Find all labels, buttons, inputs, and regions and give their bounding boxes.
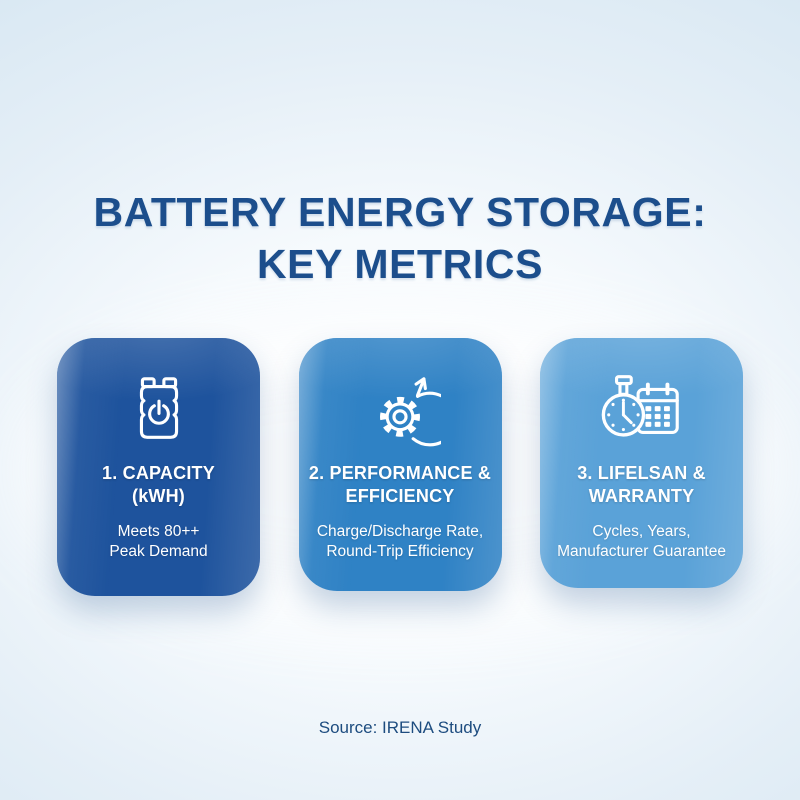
card-performance-subtitle-line1: Charge/Discharge Rate, xyxy=(316,522,484,540)
card-performance-subtitle-line2: Round-Trip Efficiency xyxy=(326,543,474,561)
metric-cards-row: 1. CAPACITY (kWH) Meets 80++ Peak Demand xyxy=(57,338,743,596)
page-title: BATTERY ENERGY STORAGE: KEY METRICS xyxy=(0,187,800,290)
card-performance-title: 2. PERFORMANCE & EFFICIENCY xyxy=(309,462,492,509)
page-title-line1: BATTERY ENERGY STORAGE: xyxy=(93,189,707,236)
source-text: Source: IRENA Study xyxy=(318,718,482,737)
card-performance: 2. PERFORMANCE & EFFICIENCY Charge/Disch… xyxy=(298,338,502,591)
gear-growth-arrow-icon xyxy=(309,366,492,452)
card-performance-subtitle: Charge/Discharge Rate, Round-Trip Effici… xyxy=(309,522,492,563)
card-lifespan-title-line1: 3. LIFELSAN & xyxy=(577,463,706,483)
card-capacity: 1. CAPACITY (kWH) Meets 80++ Peak Demand xyxy=(57,338,260,596)
card-capacity-subtitle-line2: Peak Demand xyxy=(109,543,208,561)
card-capacity-title-line1: 1. CAPACITY xyxy=(102,463,215,483)
card-performance-title-line1: 2. PERFORMANCE & xyxy=(308,463,492,483)
card-performance-title-line2: EFFICIENCY xyxy=(345,486,455,507)
stopwatch-calendar-icon xyxy=(550,366,733,452)
card-lifespan-title-line2: WARRANTY xyxy=(588,486,695,507)
card-capacity-title: 1. CAPACITY (kWH) xyxy=(67,462,250,509)
card-lifespan-title: 3. LIFELSAN & WARRANTY xyxy=(550,462,733,509)
card-lifespan-subtitle-line1: Cycles, Years, xyxy=(592,522,691,540)
card-lifespan-subtitle: Cycles, Years, Manufacturer Guarantee xyxy=(550,522,733,563)
card-capacity-subtitle: Meets 80++ Peak Demand xyxy=(67,522,250,563)
battery-power-icon xyxy=(67,366,250,452)
card-lifespan-warranty: 3. LIFELSAN & WARRANTY Cycles, Years, Ma… xyxy=(540,338,743,588)
page-title-line2: KEY METRICS xyxy=(256,240,544,287)
card-lifespan-subtitle-line2: Manufacturer Guarantee xyxy=(557,543,726,561)
card-capacity-title-line2: (kWH) xyxy=(132,486,185,507)
card-capacity-subtitle-line1: Meets 80++ xyxy=(117,522,200,540)
